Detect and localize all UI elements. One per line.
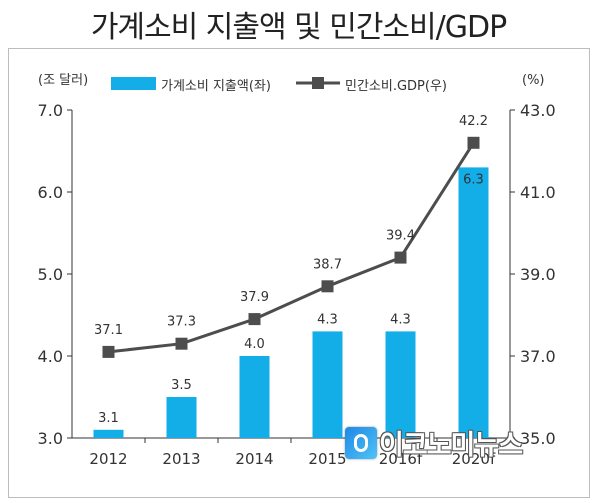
line-value-label: 37.9 xyxy=(240,290,269,305)
right-tick-label: 43.0 xyxy=(520,101,556,120)
bar-value-label: 4.0 xyxy=(244,337,265,352)
left-tick-label: 3.0 xyxy=(38,429,63,448)
bar xyxy=(93,429,124,438)
x-tick-label: 2014 xyxy=(235,450,273,468)
chart-title: 가계소비 지출액 및 민간소비/GDP xyxy=(90,10,507,45)
line-point-marker xyxy=(248,313,261,326)
line-value-label: 37.1 xyxy=(94,323,123,338)
x-tick-label: 2016f xyxy=(379,450,423,468)
right-tick-label: 41.0 xyxy=(520,183,556,202)
left-axis-unit: (조 달러) xyxy=(38,73,88,88)
bar-value-label: 6.3 xyxy=(463,172,484,187)
legend-bar-label: 가계소비 지출액(좌) xyxy=(161,79,271,94)
legend-bar-swatch xyxy=(111,77,156,90)
line-series xyxy=(108,141,475,354)
legend-line-label: 민간소비.GDP(우) xyxy=(345,79,447,94)
line-value-label: 38.7 xyxy=(313,257,342,272)
right-tick-label: 39.0 xyxy=(520,265,556,284)
left-tick-label: 7.0 xyxy=(38,101,63,120)
bar-value-label: 3.1 xyxy=(98,411,119,426)
bar xyxy=(458,167,489,438)
x-tick-label: 2013 xyxy=(162,450,200,468)
line-value-label: 37.3 xyxy=(167,315,196,330)
line-point-marker xyxy=(102,345,115,358)
chart-border xyxy=(8,48,590,498)
bar xyxy=(385,331,416,438)
line-value-label: 39.4 xyxy=(386,229,415,244)
line-point-marker xyxy=(321,280,334,293)
right-tick-label: 37.0 xyxy=(520,347,556,366)
watermark: 이코노미뉴스 xyxy=(345,423,523,462)
x-tick-label: 2012 xyxy=(89,450,127,468)
x-tick-label: 2015 xyxy=(308,450,346,468)
left-tick-label: 4.0 xyxy=(38,347,63,366)
bar xyxy=(166,397,197,438)
line-point-marker xyxy=(394,251,407,264)
line-point-marker xyxy=(467,136,480,149)
legend-line-marker xyxy=(312,77,324,89)
line-value-label: 42.2 xyxy=(459,114,488,129)
bar-value-label: 4.3 xyxy=(390,312,411,327)
left-tick-label: 5.0 xyxy=(38,265,63,284)
watermark-logo-icon xyxy=(345,426,377,459)
line-point-marker xyxy=(175,337,188,350)
bar-value-label: 3.5 xyxy=(171,378,192,393)
right-axis-unit: (%) xyxy=(522,73,545,88)
watermark-text: 이코노미뉴스 xyxy=(379,430,523,461)
left-tick-label: 6.0 xyxy=(38,183,63,202)
bar xyxy=(312,331,343,438)
right-tick-label: 35.0 xyxy=(520,429,556,448)
bar-value-label: 4.3 xyxy=(317,312,338,327)
x-tick-label: 2020f xyxy=(452,450,496,468)
bar xyxy=(239,356,270,438)
